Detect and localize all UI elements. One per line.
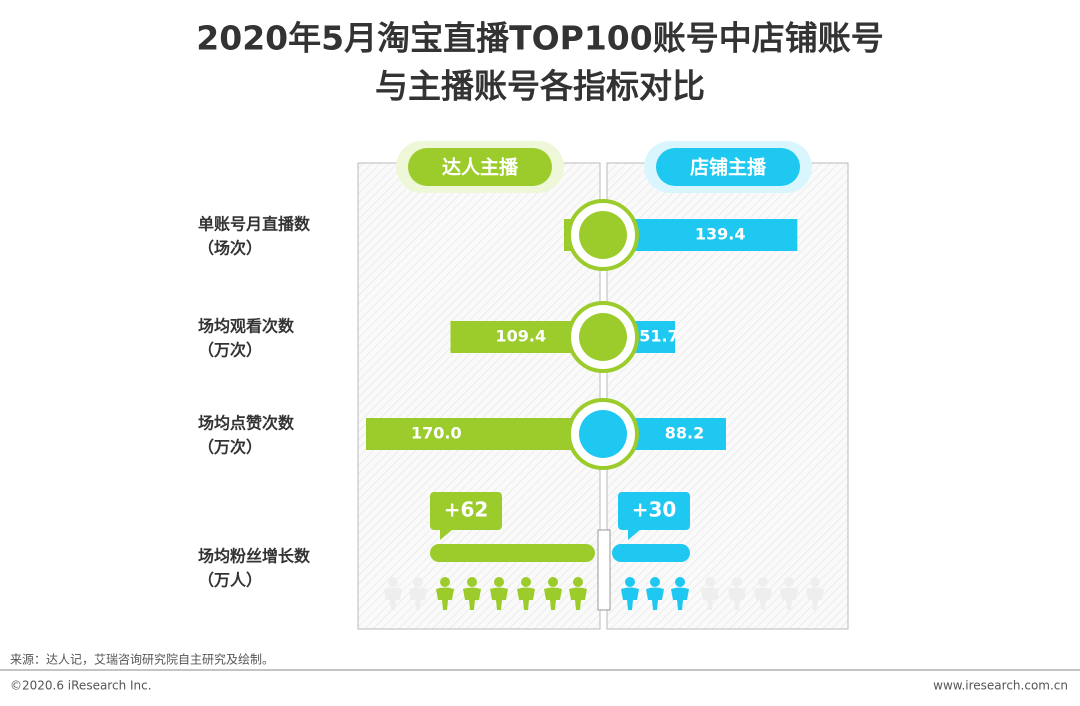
fans-bar bbox=[430, 544, 595, 562]
category-label: （场次） bbox=[198, 239, 262, 258]
value-label: 170.0 bbox=[411, 424, 462, 443]
fans-bubble-tail bbox=[440, 530, 452, 540]
icon bbox=[579, 410, 627, 458]
category-label: 场均点赞次数 bbox=[198, 414, 295, 433]
category-label: （万次） bbox=[198, 438, 262, 457]
category-label: 场均粉丝增长数 bbox=[198, 547, 311, 566]
fans-bubble bbox=[430, 492, 502, 530]
fans-label: +30 bbox=[632, 498, 677, 522]
legend-label: 达人主播 bbox=[442, 156, 519, 179]
category-label: 单账号月直播数 bbox=[198, 215, 311, 234]
category-label: （万次） bbox=[198, 341, 262, 360]
title-line: 与主播账号各指标对比 bbox=[375, 67, 705, 106]
icon bbox=[579, 313, 627, 361]
fans-bar bbox=[612, 544, 690, 562]
source: 来源：达人记，艾瑞咨询研究院自主研究及绘制。 bbox=[10, 652, 274, 667]
legend-pill bbox=[656, 148, 800, 186]
value-label: 51.7 bbox=[639, 327, 678, 346]
fans-bubble bbox=[618, 492, 690, 530]
value-label: 139.4 bbox=[695, 225, 746, 244]
fans-label: +62 bbox=[444, 498, 489, 522]
value-label: 109.4 bbox=[495, 327, 546, 346]
fans-bubble-tail bbox=[628, 530, 640, 540]
bar bbox=[366, 418, 603, 450]
divider-bar bbox=[597, 529, 611, 611]
category-label: （万人） bbox=[198, 571, 262, 590]
legend-label: 店铺主播 bbox=[690, 156, 767, 179]
icon bbox=[579, 211, 627, 259]
value-label: 88.2 bbox=[665, 424, 704, 443]
category-label: 场均观看次数 bbox=[198, 317, 295, 336]
legend-pill bbox=[408, 148, 552, 186]
title-line: 2020年5月淘宝直播TOP100账号中店铺账号 bbox=[196, 19, 883, 58]
copyright: ©2020.6 iResearch Inc. bbox=[10, 679, 152, 693]
website: www.iresearch.com.cn bbox=[933, 679, 1068, 693]
